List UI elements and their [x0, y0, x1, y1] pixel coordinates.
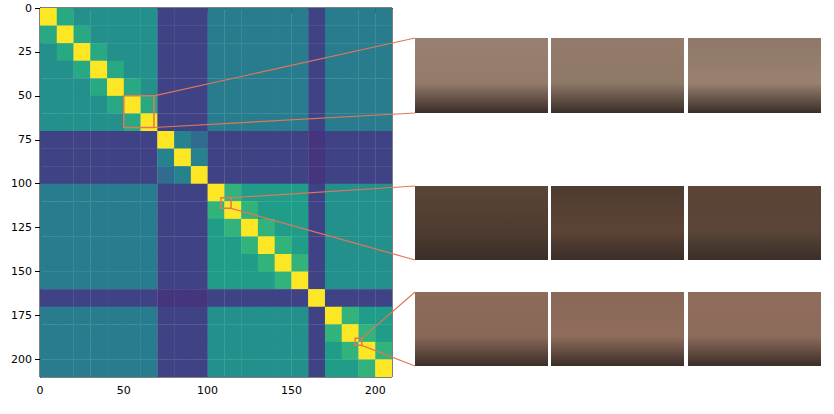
- svg-text:100: 100: [11, 177, 32, 190]
- svg-text:150: 150: [11, 265, 32, 278]
- svg-text:50: 50: [117, 384, 131, 397]
- svg-text:150: 150: [281, 384, 302, 397]
- svg-text:25: 25: [18, 45, 32, 58]
- svg-text:100: 100: [197, 384, 218, 397]
- svg-text:75: 75: [18, 133, 32, 146]
- svg-text:175: 175: [11, 309, 32, 322]
- svg-text:0: 0: [25, 2, 32, 15]
- svg-text:200: 200: [11, 353, 32, 366]
- svg-text:125: 125: [11, 221, 32, 234]
- svg-text:200: 200: [365, 384, 386, 397]
- svg-text:50: 50: [18, 89, 32, 102]
- svg-text:0: 0: [37, 384, 44, 397]
